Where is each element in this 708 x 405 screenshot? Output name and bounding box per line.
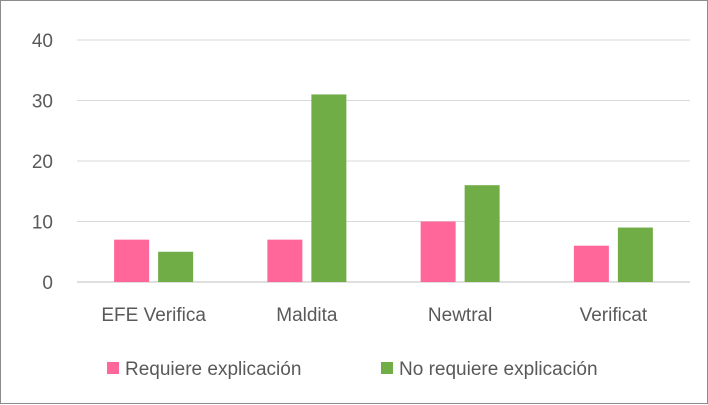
bar-no-requiere xyxy=(464,185,500,282)
bar-requiere xyxy=(573,245,609,282)
bars xyxy=(114,94,653,282)
y-tick-label: 40 xyxy=(32,31,53,52)
y-tick-label: 10 xyxy=(32,213,53,234)
y-axis-ticks: 0 10 20 30 40 xyxy=(32,31,53,294)
legend-swatch-no-requiere xyxy=(381,362,393,374)
legend: Requiere explicación No requiere explica… xyxy=(107,359,598,380)
y-tick-label: 0 xyxy=(42,273,53,294)
y-tick-label: 30 xyxy=(32,92,53,113)
bar-requiere xyxy=(420,221,456,282)
bar-requiere xyxy=(114,239,150,282)
bar-no-requiere xyxy=(311,94,347,282)
x-category-label: Newtral xyxy=(428,305,492,326)
x-category-label: Verificat xyxy=(580,305,648,326)
x-axis-categories: EFE Verifica Maldita Newtral Verificat xyxy=(101,305,648,326)
legend-label-requiere: Requiere explicación xyxy=(125,359,301,380)
x-category-label: EFE Verifica xyxy=(101,305,206,326)
bar-no-requiere xyxy=(158,251,194,282)
bar-requiere xyxy=(267,239,303,282)
x-category-label: Maldita xyxy=(276,305,338,326)
bar-no-requiere xyxy=(617,227,653,282)
legend-swatch-requiere xyxy=(107,362,119,374)
legend-label-no-requiere: No requiere explicación xyxy=(399,359,598,380)
y-tick-label: 20 xyxy=(32,152,53,173)
